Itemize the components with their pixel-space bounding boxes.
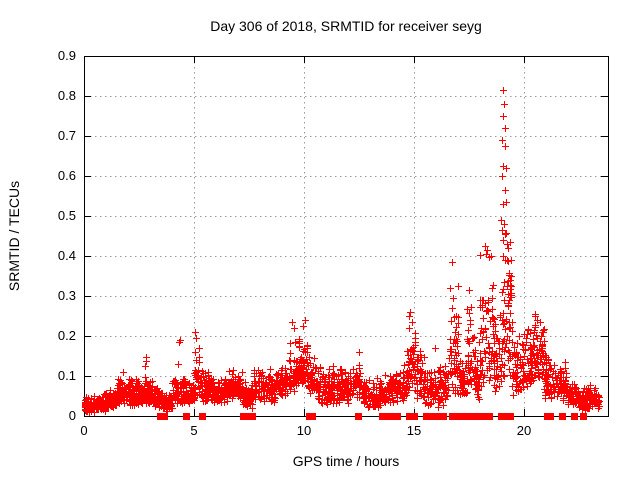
y-tick-label: 0.4 bbox=[57, 248, 76, 263]
y-tick-label: 0.7 bbox=[57, 128, 76, 143]
y-tick-label: 0.9 bbox=[57, 48, 76, 63]
x-tick-label: 15 bbox=[406, 423, 422, 438]
y-tick-label: 0.5 bbox=[57, 208, 76, 223]
y-tick-label: 0 bbox=[68, 408, 76, 423]
y-tick-label: 0.3 bbox=[57, 288, 76, 303]
y-tick-label: 0.6 bbox=[57, 168, 76, 183]
x-tick-label: 5 bbox=[190, 423, 198, 438]
x-tick-label: 20 bbox=[516, 423, 532, 438]
y-tick-label: 0.1 bbox=[57, 368, 76, 383]
x-tick-label: 10 bbox=[296, 423, 312, 438]
chart-title: Day 306 of 2018, SRMTID for receiver sey… bbox=[210, 18, 482, 34]
x-axis-title: GPS time / hours bbox=[292, 453, 400, 469]
x-tick-label: 0 bbox=[80, 423, 88, 438]
y-tick-label: 0.8 bbox=[57, 88, 76, 103]
y-tick-label: 0.2 bbox=[57, 328, 76, 343]
